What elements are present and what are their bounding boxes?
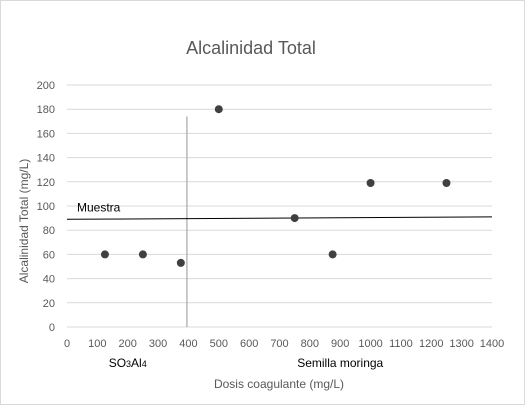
x-tick-label: 1100 [389,338,413,350]
x-tick-label: 1400 [480,338,504,350]
data-point [176,258,185,267]
x-axis-ticks: 0 100 200 300 400 500 600 700 800 900 1000 1100 1200… [64,338,504,350]
x-tick-label: 900 [331,338,349,350]
y-tick-label: 140 [37,153,55,165]
data-point [214,105,223,114]
data-point [366,179,375,188]
x-tick-label: 400 [179,338,197,350]
data-point [328,250,337,259]
y-tick-label: 60 [43,249,55,261]
data-point [100,250,109,259]
y-tick-label: 100 [37,201,55,213]
y-tick-label: 200 [37,80,55,92]
reference-line-muestra [66,216,493,220]
y-tick-label: 20 [43,298,55,310]
group-label: SO3Al4 [109,356,147,370]
y-axis-ticks: 0 20 40 60 80 100 120 140 160 180 200 [37,80,55,334]
x-tick-label: 1200 [419,338,443,350]
grid-layer [67,84,492,328]
x-tick-label: 200 [119,338,137,350]
chart-title: Alcalinidad Total [186,38,316,58]
data-point [442,179,451,188]
y-tick-label: 120 [37,177,55,189]
y-tick-label: 180 [37,104,55,116]
group-label: Semilla moringa [297,356,383,370]
y-tick-label: 40 [43,274,55,286]
y-tick-label: 160 [37,128,55,140]
data-point [138,250,147,259]
data-point [290,214,299,223]
x-tick-label: 800 [301,338,319,350]
x-tick-label: 1300 [449,338,473,350]
overlay-layer: Muestra SO3Al4 Semilla moringa [66,116,493,370]
y-axis-title: Alcalinidad Total (mg/L) [17,159,31,284]
reference-line-label: Muestra [77,200,121,214]
y-tick-label: 0 [49,322,55,334]
x-tick-label: 0 [64,338,70,350]
data-points [100,105,451,267]
x-tick-label: 100 [88,338,106,350]
y-tick-label: 80 [43,225,55,237]
x-tick-label: 1000 [358,338,382,350]
x-tick-label: 600 [240,338,258,350]
x-axis-title: Dosis coagulante (mg/L) [214,377,344,391]
x-tick-label: 700 [270,338,288,350]
x-tick-label: 500 [210,338,228,350]
x-tick-label: 300 [149,338,167,350]
